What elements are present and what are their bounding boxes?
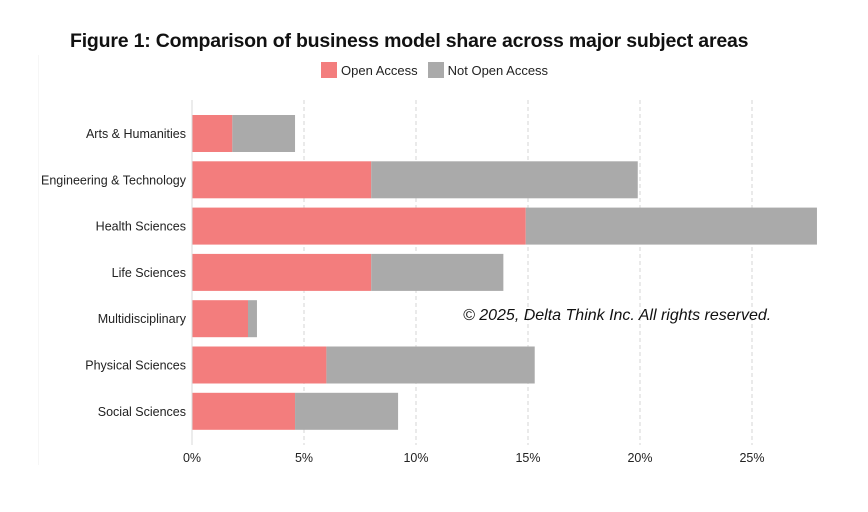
copyright-annotation: © 2025, Delta Think Inc. All rights rese… [463,307,772,324]
legend-swatch-not-open-access [427,62,444,78]
bar-open-access [192,300,248,338]
x-tick-label: 5% [295,451,313,465]
bar-open-access [192,346,327,384]
category-label: Arts & Humanities [86,127,186,141]
bar-open-access [192,115,233,152]
bar-not-open-access [248,300,257,338]
bar-not-open-access [525,207,817,245]
category-label: Life Sciences [112,266,186,280]
bar-not-open-access [371,253,504,291]
x-tick-label: 20% [627,451,652,465]
bar-open-access [192,161,372,199]
legend: Open Access Not Open Access [321,62,558,78]
legend-label-open-access: Open Access [341,62,418,78]
bar-open-access [192,392,296,430]
x-tick-label: 15% [515,451,540,465]
category-label: Multidisciplinary [98,312,187,326]
category-label: Engineering & Technology [41,173,187,187]
bar-not-open-access [232,115,296,152]
bar-not-open-access [371,161,638,199]
legend-swatch-open-access [321,62,337,78]
bar-open-access [192,207,526,245]
category-label: Physical Sciences [85,359,186,373]
bar-not-open-access [295,392,399,430]
category-label: Health Sciences [96,220,186,234]
bar-not-open-access [326,346,535,384]
legend-label-not-open-access: Not Open Access [447,62,549,78]
category-label: Social Sciences [98,405,186,419]
x-tick-label: 0% [183,451,201,465]
bar-open-access [192,253,372,291]
legend-item-not-open-access: Not Open Access [427,62,549,78]
chart-title: Figure 1: Comparison of business model s… [70,30,749,52]
x-tick-label: 25% [739,451,764,465]
legend-item-open-access: Open Access [321,62,418,78]
x-tick-label: 10% [403,451,428,465]
